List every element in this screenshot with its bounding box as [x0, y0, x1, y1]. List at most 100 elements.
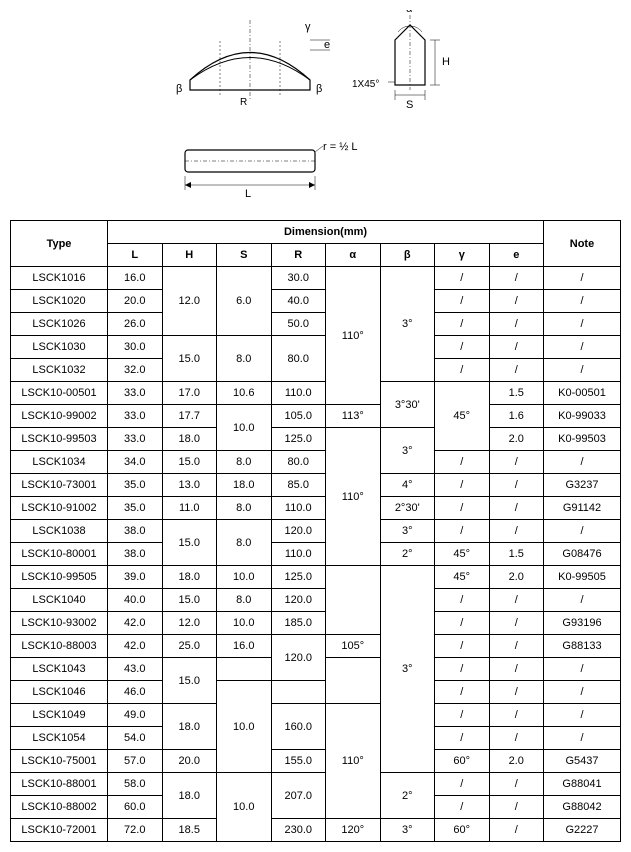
cell: 8.0	[217, 520, 272, 566]
cell: 2.0	[489, 428, 544, 451]
table-row: LSCK10-9900233.017.710.0105.0113°1.6K0-9…	[11, 405, 621, 428]
cell: /	[489, 773, 544, 796]
table-row: LSCK10-9950333.018.0125.0110°3°2.0K0-995…	[11, 428, 621, 451]
cell-note: K0-99503	[544, 428, 621, 451]
cell-note: G93196	[544, 612, 621, 635]
cell: /	[435, 589, 490, 612]
cell: 16.0	[108, 267, 163, 290]
cell: 15.0	[162, 336, 217, 382]
cell: 25.0	[162, 635, 217, 658]
cell: 85.0	[271, 474, 326, 497]
cell: 1.5	[489, 382, 544, 405]
cell: 120.0	[271, 635, 326, 681]
cell-note: K0-99505	[544, 566, 621, 589]
cell: 120.0	[271, 589, 326, 612]
cell: 33.0	[108, 382, 163, 405]
table-row: LSCK103434.015.08.080.0///	[11, 451, 621, 474]
cell: 18.0	[162, 566, 217, 589]
cell: 4°	[380, 474, 435, 497]
cell: /	[489, 359, 544, 382]
label-beta-l: β	[176, 83, 182, 95]
table-row: LSCK10-7300135.013.018.085.04°//G3237	[11, 474, 621, 497]
cell-note: G88133	[544, 635, 621, 658]
cell: 30.0	[108, 336, 163, 359]
cell-type: LSCK1030	[11, 336, 108, 359]
table-row: LSCK10-7200172.018.5230.0120°3°60°/G2227	[11, 819, 621, 842]
cell: /	[489, 704, 544, 727]
cell: /	[435, 336, 490, 359]
header-col: e	[489, 244, 544, 267]
cell: 3°	[380, 819, 435, 842]
header-col: S	[217, 244, 272, 267]
cell: 38.0	[108, 543, 163, 566]
cell-note: /	[544, 359, 621, 382]
cell: 18.0	[162, 773, 217, 819]
cell: /	[435, 497, 490, 520]
cell: 105°	[326, 635, 381, 658]
cell	[217, 658, 272, 681]
cell-note: K0-00501	[544, 382, 621, 405]
cell: /	[489, 612, 544, 635]
cell-type: LSCK1043	[11, 658, 108, 681]
cell: /	[489, 497, 544, 520]
cell-note: /	[544, 451, 621, 474]
cell: 50.0	[271, 313, 326, 336]
cell: /	[435, 451, 490, 474]
cell: 110.0	[271, 382, 326, 405]
cell: 20.0	[108, 290, 163, 313]
technical-diagram: γ e β β R α H S 1X45°	[10, 10, 621, 210]
cell-type: LSCK1038	[11, 520, 108, 543]
cell: 80.0	[271, 336, 326, 382]
cell: 26.0	[108, 313, 163, 336]
cell: 40.0	[108, 589, 163, 612]
cell-note: G3237	[544, 474, 621, 497]
cell: 2°30'	[380, 497, 435, 520]
cell: 10.0	[217, 405, 272, 451]
cell: /	[435, 681, 490, 704]
cell: 35.0	[108, 497, 163, 520]
cell: 110°	[326, 704, 381, 819]
cell	[326, 658, 381, 704]
cell: 6.0	[217, 267, 272, 336]
cell-type: LSCK1046	[11, 681, 108, 704]
cell: /	[489, 658, 544, 681]
cell: /	[435, 658, 490, 681]
cell: 18.0	[162, 428, 217, 451]
cell: 3°	[380, 520, 435, 543]
cell-note: /	[544, 267, 621, 290]
cell: 17.0	[162, 382, 217, 405]
cell: /	[435, 727, 490, 750]
cell: /	[489, 635, 544, 658]
header-col: H	[162, 244, 217, 267]
cell: 8.0	[217, 336, 272, 382]
cell-type: LSCK1032	[11, 359, 108, 382]
table-row: LSCK104949.018.0160.0110°///	[11, 704, 621, 727]
table-row: LSCK102020.040.0///	[11, 290, 621, 313]
cell-note: G88041	[544, 773, 621, 796]
cell-note: G91142	[544, 497, 621, 520]
cell: /	[489, 336, 544, 359]
header-type: Type	[11, 221, 108, 267]
cell-note: /	[544, 704, 621, 727]
cell: 60°	[435, 750, 490, 773]
cell-note: G2227	[544, 819, 621, 842]
dimension-table: Type Dimension(mm) Note LHSRαβγe LSCK101…	[10, 220, 621, 842]
cell: 1.6	[489, 405, 544, 428]
cell-note: /	[544, 658, 621, 681]
table-row: LSCK10-0050133.017.010.6110.03°30'45°1.5…	[11, 382, 621, 405]
cell: 57.0	[108, 750, 163, 773]
label-chamfer: 1X45°	[352, 79, 379, 90]
label-R: R	[240, 97, 247, 108]
cell: 54.0	[108, 727, 163, 750]
cell: 3°	[380, 428, 435, 474]
cell: 2°	[380, 773, 435, 819]
cell: 113°	[326, 405, 381, 428]
cell-type: LSCK10-88001	[11, 773, 108, 796]
cell-type: LSCK1054	[11, 727, 108, 750]
cell: 42.0	[108, 635, 163, 658]
cell: /	[435, 520, 490, 543]
header-col: L	[108, 244, 163, 267]
cell: 15.0	[162, 589, 217, 612]
cell-type: LSCK1020	[11, 290, 108, 313]
cell: 10.0	[217, 566, 272, 589]
